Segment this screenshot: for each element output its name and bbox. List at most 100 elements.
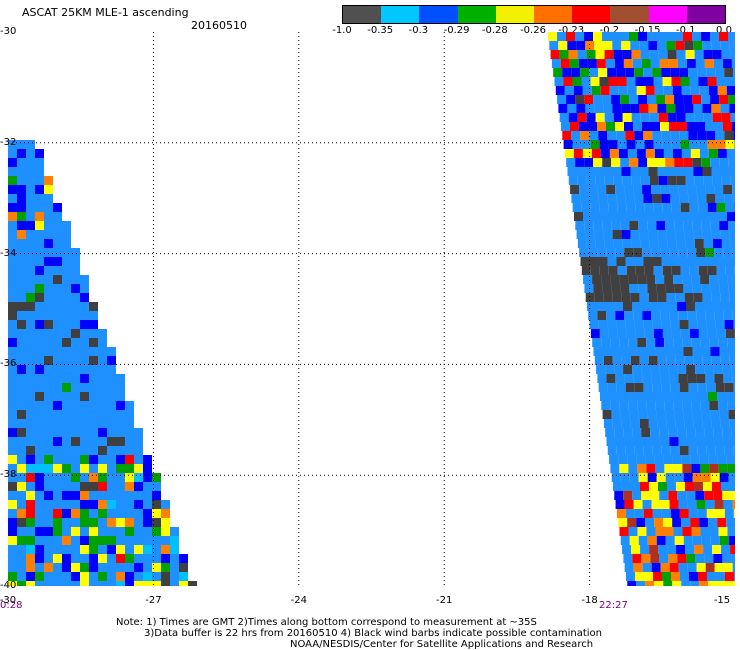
wind-cell bbox=[620, 158, 630, 167]
wind-cell bbox=[614, 122, 624, 131]
color-scale-label: -0.3 bbox=[408, 25, 429, 36]
wind-cell bbox=[681, 212, 691, 221]
wind-cell bbox=[656, 284, 666, 293]
wind-cell bbox=[671, 329, 681, 338]
wind-cell bbox=[586, 176, 596, 185]
wind-cell bbox=[713, 122, 723, 131]
wind-cell bbox=[634, 131, 644, 140]
wind-cell bbox=[723, 248, 733, 257]
wind-cell bbox=[53, 428, 62, 437]
wind-cell bbox=[608, 140, 618, 149]
wind-cell bbox=[622, 50, 632, 59]
wind-cell bbox=[44, 230, 53, 239]
wind-cell bbox=[626, 203, 636, 212]
wind-cell bbox=[134, 563, 143, 572]
wind-cell bbox=[713, 365, 723, 374]
wind-cell bbox=[663, 581, 673, 586]
wind-cell bbox=[632, 428, 642, 437]
wind-cell bbox=[658, 239, 668, 248]
wind-cell bbox=[643, 257, 653, 266]
wind-cell bbox=[89, 329, 98, 338]
wind-cell bbox=[683, 221, 693, 230]
wind-cell bbox=[695, 59, 705, 68]
wind-cell bbox=[710, 95, 720, 104]
wind-cell bbox=[683, 347, 693, 356]
wind-cell bbox=[678, 563, 688, 572]
wind-cell bbox=[80, 554, 89, 563]
wind-cell bbox=[636, 212, 646, 221]
wind-cell bbox=[658, 176, 668, 185]
wind-cell bbox=[584, 32, 593, 41]
wind-cell bbox=[89, 392, 98, 401]
wind-cell bbox=[161, 572, 170, 581]
color-scale-segment bbox=[686, 6, 726, 23]
wind-cell bbox=[702, 104, 712, 113]
wind-cell bbox=[670, 131, 680, 140]
wind-cell bbox=[692, 410, 702, 419]
wind-cell bbox=[62, 581, 71, 586]
wind-cell bbox=[701, 536, 711, 545]
wind-cell bbox=[611, 95, 621, 104]
wind-cell bbox=[98, 473, 107, 482]
wind-cell bbox=[706, 131, 716, 140]
color-scale-label: -0.1 bbox=[676, 25, 696, 36]
wind-cell bbox=[593, 221, 603, 230]
wind-cell bbox=[8, 329, 17, 338]
scatterometer-map[interactable] bbox=[8, 32, 735, 586]
wind-cell bbox=[637, 401, 647, 410]
wind-cell bbox=[675, 482, 685, 491]
wind-cell bbox=[597, 248, 607, 257]
wind-cell bbox=[80, 401, 89, 410]
wind-cell bbox=[626, 392, 636, 401]
wind-cell bbox=[731, 554, 735, 563]
wind-cell bbox=[728, 221, 735, 230]
wind-cell bbox=[649, 545, 659, 554]
wind-cell bbox=[591, 86, 601, 95]
wind-cell bbox=[8, 257, 17, 266]
wind-cell bbox=[35, 158, 44, 167]
wind-cell bbox=[71, 284, 80, 293]
wind-cell bbox=[17, 419, 26, 428]
wind-cell bbox=[62, 500, 71, 509]
wind-cell bbox=[612, 230, 622, 239]
wind-cell bbox=[664, 527, 674, 536]
wind-cell bbox=[624, 248, 634, 257]
wind-cell bbox=[89, 581, 98, 586]
wind-cell bbox=[35, 203, 44, 212]
wind-cell bbox=[8, 185, 17, 194]
wind-cell bbox=[718, 401, 728, 410]
wind-cell bbox=[714, 185, 724, 194]
wind-cell bbox=[80, 518, 89, 527]
wind-cell bbox=[728, 95, 735, 104]
wind-cell bbox=[35, 167, 44, 176]
wind-cell bbox=[731, 365, 735, 374]
wind-cell bbox=[709, 401, 719, 410]
wind-cell bbox=[645, 518, 655, 527]
wind-cell bbox=[620, 410, 630, 419]
wind-cell bbox=[44, 446, 53, 455]
wind-cell bbox=[653, 266, 663, 275]
wind-cell bbox=[652, 383, 662, 392]
wind-cell bbox=[44, 212, 53, 221]
wind-cell bbox=[17, 554, 26, 563]
wind-cell bbox=[71, 374, 80, 383]
wind-cell bbox=[589, 68, 599, 77]
wind-cell bbox=[80, 437, 89, 446]
wind-cell bbox=[719, 221, 729, 230]
wind-cell bbox=[35, 392, 44, 401]
wind-cell bbox=[648, 293, 658, 302]
wind-cell bbox=[692, 95, 702, 104]
wind-cell bbox=[712, 176, 722, 185]
wind-cell bbox=[53, 500, 62, 509]
wind-cell bbox=[143, 473, 152, 482]
wind-cell bbox=[17, 437, 26, 446]
wind-cell bbox=[677, 428, 687, 437]
wind-cell bbox=[633, 248, 643, 257]
wind-cell bbox=[708, 518, 718, 527]
wind-cell bbox=[98, 338, 107, 347]
wind-cell bbox=[650, 491, 660, 500]
wind-cell bbox=[134, 554, 143, 563]
wind-cell bbox=[603, 41, 613, 50]
wind-cell bbox=[125, 536, 134, 545]
wind-cell bbox=[635, 140, 645, 149]
